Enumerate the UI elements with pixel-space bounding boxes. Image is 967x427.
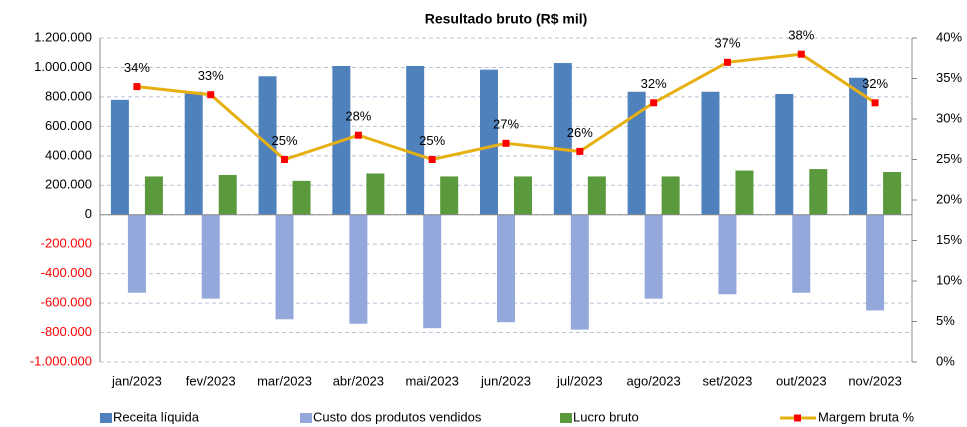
y2-tick-label: 0% — [936, 353, 955, 368]
x-tick-label: jul/2023 — [556, 373, 603, 388]
x-tick-label: jun/2023 — [480, 373, 531, 388]
data-label: 33% — [198, 68, 224, 83]
marker — [281, 156, 289, 163]
x-tick-label: abr/2023 — [333, 373, 384, 388]
data-label: 28% — [345, 109, 371, 124]
y2-tick-label: 25% — [936, 151, 962, 166]
y-tick-label: -800.000 — [41, 324, 92, 339]
bar — [292, 180, 311, 215]
legend-swatch — [300, 413, 312, 423]
x-tick-label: set/2023 — [703, 373, 753, 388]
bar — [849, 77, 868, 215]
x-tick-label: ago/2023 — [627, 373, 681, 388]
bar — [184, 91, 203, 215]
data-label: 38% — [788, 28, 814, 43]
bar — [275, 214, 294, 320]
bar — [883, 172, 902, 215]
y-tick-label: -1.000.000 — [30, 353, 92, 368]
bar — [775, 93, 794, 215]
bar — [792, 214, 811, 293]
bar — [866, 214, 885, 311]
bar — [587, 176, 606, 215]
data-label: 26% — [567, 125, 593, 140]
bar — [127, 214, 146, 293]
bar — [735, 170, 754, 215]
x-tick-label: mai/2023 — [405, 373, 458, 388]
data-label: 37% — [714, 36, 740, 51]
data-label: 25% — [272, 133, 298, 148]
bar — [570, 214, 589, 330]
bar — [809, 169, 828, 215]
y-tick-label: -400.000 — [41, 265, 92, 280]
x-tick-label: out/2023 — [776, 373, 827, 388]
legend-swatch — [560, 413, 572, 423]
legend-label: Custo dos produtos vendidos — [313, 409, 482, 424]
legend-marker — [794, 414, 801, 422]
marker — [354, 131, 362, 139]
marker — [133, 83, 141, 91]
x-tick-label: fev/2023 — [186, 373, 236, 388]
bar — [366, 173, 385, 215]
y-tick-label: -200.000 — [41, 236, 92, 251]
legend-label: Receita líquida — [113, 409, 200, 424]
bar — [480, 69, 498, 215]
y-tick-label: 0 — [85, 206, 92, 221]
bar — [553, 63, 572, 215]
y2-tick-label: 35% — [936, 70, 962, 85]
bar — [144, 176, 163, 215]
legend-label: Margem bruta % — [818, 409, 915, 424]
bar — [406, 65, 425, 215]
y2-tick-label: 10% — [936, 272, 962, 287]
marker — [207, 91, 215, 99]
marker — [871, 99, 879, 107]
marker — [502, 139, 510, 147]
data-label: 34% — [124, 60, 150, 75]
x-tick-label: mar/2023 — [257, 373, 312, 388]
bar — [718, 214, 737, 295]
y-tick-label: 400.000 — [45, 147, 92, 162]
y-tick-label: 1.200.000 — [34, 29, 92, 44]
y-tick-label: 1.000.000 — [34, 59, 92, 74]
y-tick-label: -600.000 — [41, 295, 92, 310]
bar — [644, 214, 663, 299]
chart-title: Resultado bruto (R$ mil) — [425, 11, 588, 27]
bar — [514, 176, 532, 215]
data-label: 25% — [419, 133, 445, 148]
bar — [110, 99, 129, 215]
data-label: 32% — [641, 76, 667, 91]
bar — [497, 214, 515, 323]
y-tick-label: 200.000 — [45, 177, 92, 192]
marker — [576, 147, 584, 155]
bar — [201, 214, 220, 299]
marker — [428, 156, 436, 163]
y2-tick-label: 40% — [936, 29, 962, 44]
x-tick-label: nov/2023 — [848, 373, 902, 388]
y-tick-label: 600.000 — [45, 118, 92, 133]
y-tick-label: 800.000 — [45, 88, 92, 103]
bar — [661, 176, 680, 215]
x-tick-label: jan/2023 — [111, 373, 162, 388]
marker — [723, 58, 731, 66]
y2-tick-label: 30% — [936, 110, 962, 125]
bar — [701, 91, 720, 215]
marker — [650, 99, 658, 107]
data-label: 32% — [862, 76, 888, 91]
y2-tick-label: 15% — [936, 232, 962, 247]
legend-swatch — [100, 413, 112, 423]
data-label: 27% — [493, 117, 519, 132]
y2-tick-label: 20% — [936, 191, 962, 206]
bar — [440, 176, 459, 215]
legend-label: Lucro bruto — [573, 409, 639, 424]
marker — [797, 50, 805, 58]
bar — [349, 214, 368, 324]
bar — [423, 214, 442, 329]
bar — [627, 91, 646, 215]
y2-tick-label: 5% — [936, 313, 955, 328]
bar — [218, 174, 237, 215]
